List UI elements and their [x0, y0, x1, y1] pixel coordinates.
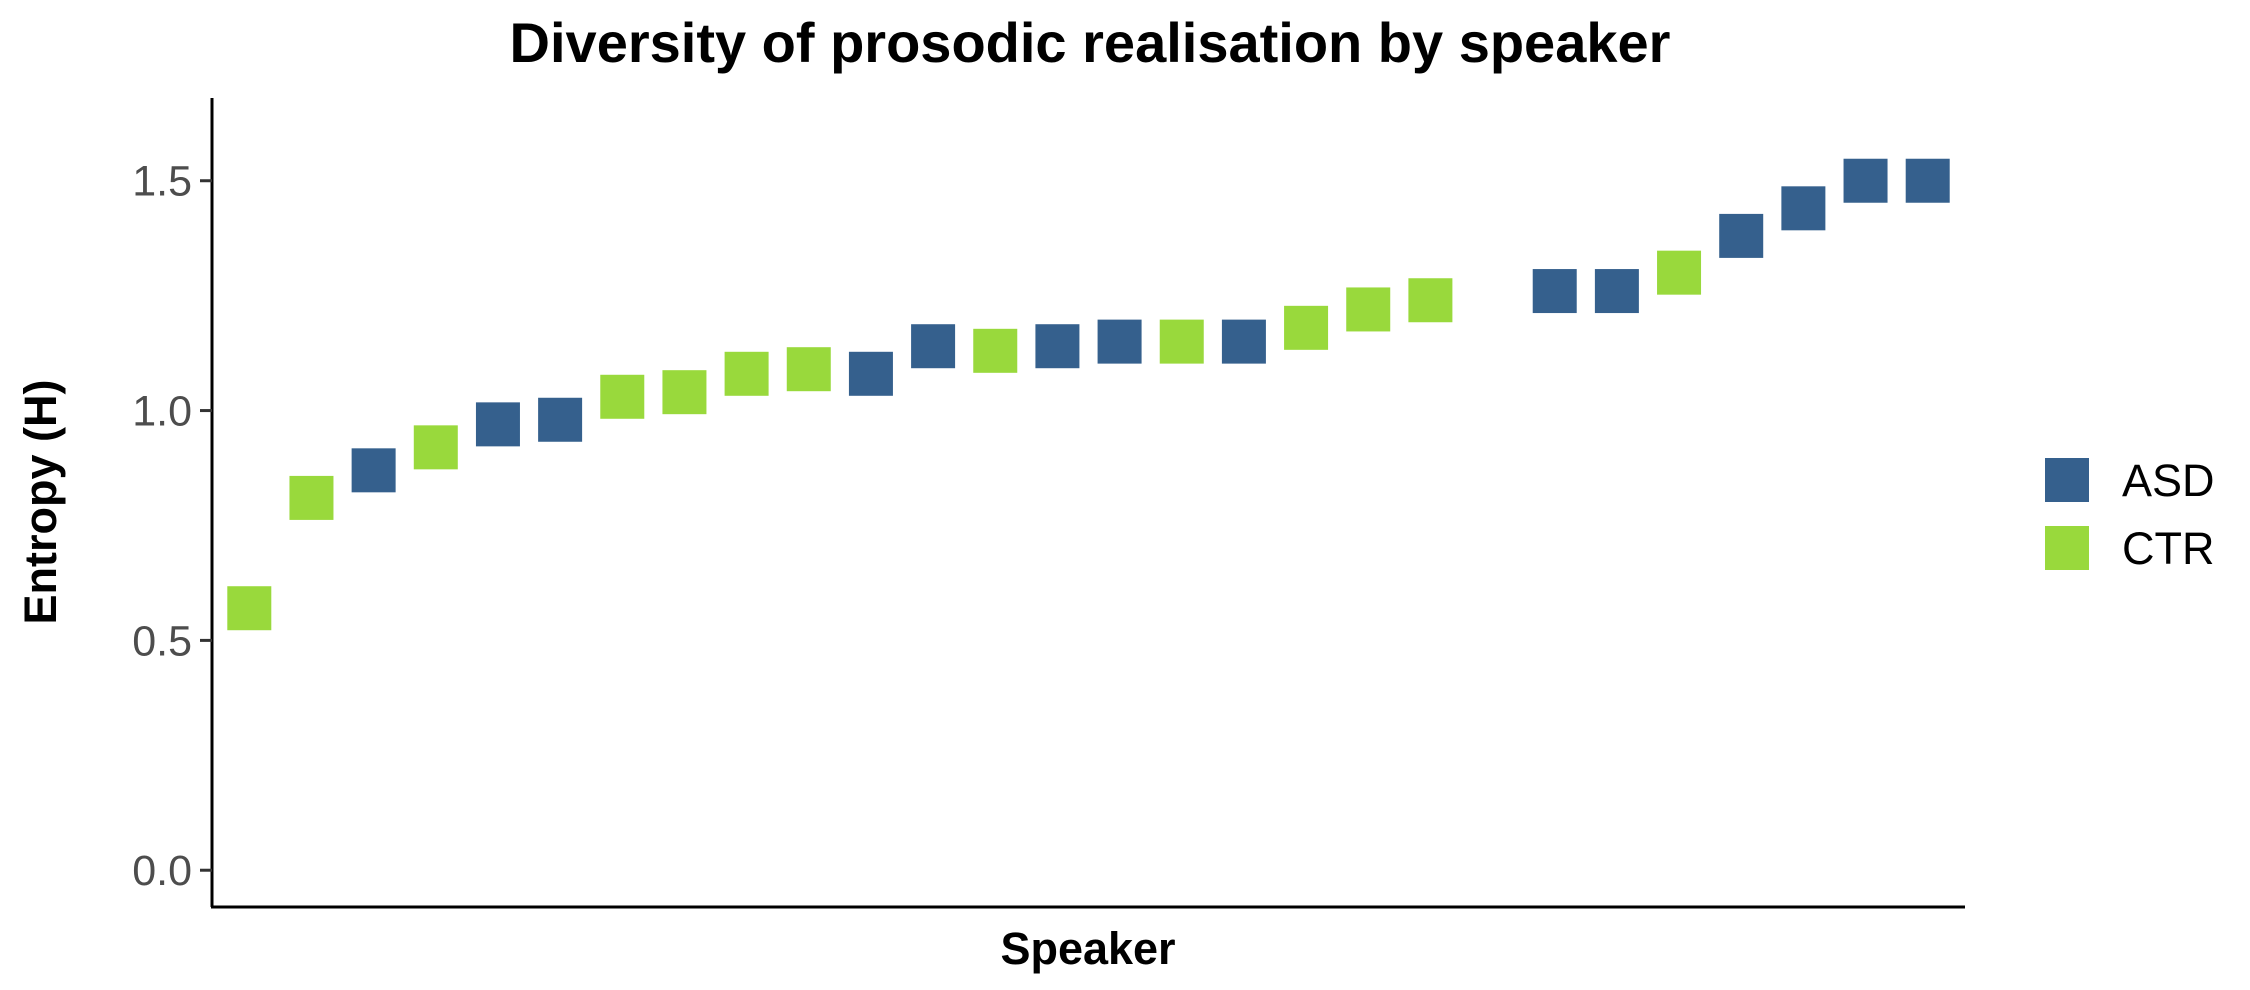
data-point-asd — [1221, 319, 1266, 364]
data-point-asd — [1781, 186, 1826, 231]
data-point-asd — [1532, 269, 1577, 314]
data-point-asd — [475, 402, 520, 447]
data-point-ctr — [1346, 287, 1391, 332]
y-tick-label: 1.0 — [132, 388, 192, 436]
y-axis-title: Entropy (H) — [15, 380, 66, 625]
data-point-ctr — [662, 370, 707, 415]
data-point-asd — [1905, 158, 1950, 203]
data-point-asd — [848, 351, 893, 396]
data-point-ctr — [786, 347, 831, 392]
data-point-ctr — [413, 425, 458, 470]
data-point-ctr — [1284, 305, 1329, 350]
data-point-asd — [1594, 269, 1639, 314]
data-point-ctr — [724, 351, 769, 396]
legend-label-asd: ASD — [2122, 455, 2215, 506]
data-point-asd — [351, 448, 396, 493]
data-point-asd — [538, 397, 583, 442]
legend-label-ctr: CTR — [2122, 523, 2214, 574]
x-axis-title: Speaker — [1000, 923, 1175, 974]
data-point-ctr — [289, 475, 334, 520]
y-tick-label: 1.5 — [132, 158, 192, 206]
data-point-asd — [1035, 324, 1080, 369]
data-point-ctr — [1408, 278, 1453, 323]
data-points — [227, 158, 1950, 631]
data-point-ctr — [973, 328, 1018, 373]
data-point-ctr — [1159, 319, 1204, 364]
legend: ASD CTR — [2045, 455, 2215, 574]
data-point-asd — [911, 324, 956, 369]
y-tick-label: 0.5 — [132, 617, 192, 665]
data-point-asd — [1719, 213, 1764, 258]
data-point-ctr — [600, 374, 645, 419]
data-point-ctr — [1657, 250, 1702, 295]
data-point-ctr — [227, 586, 272, 631]
data-point-asd — [1097, 319, 1142, 364]
y-tick-label: 0.0 — [132, 847, 192, 895]
data-point-asd — [1843, 158, 1888, 203]
chart-title: Diversity of prosodic realisation by spe… — [510, 11, 1671, 74]
y-axis-ticks: 0.0 0.5 1.0 1.5 — [132, 158, 212, 895]
legend-key-asd — [2045, 458, 2089, 502]
legend-key-ctr — [2045, 526, 2089, 570]
